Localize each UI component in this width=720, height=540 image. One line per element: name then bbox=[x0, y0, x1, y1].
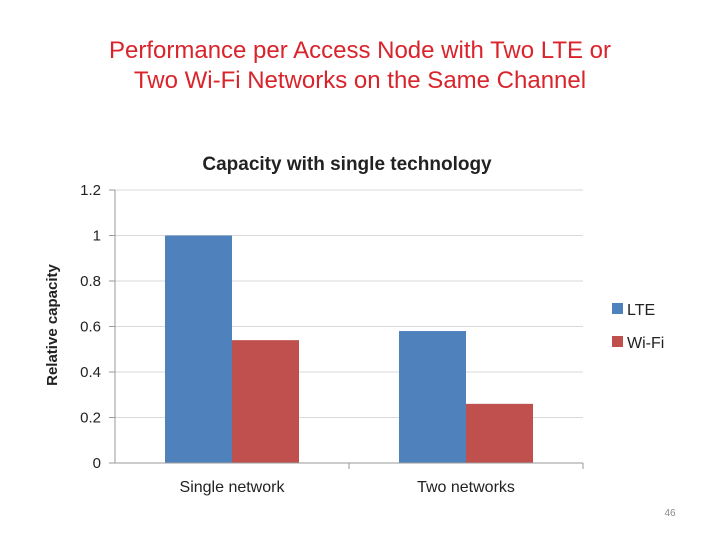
bars bbox=[165, 235, 533, 463]
y-axis-label: Relative capacity bbox=[44, 263, 61, 385]
page-number: 46 bbox=[664, 508, 676, 519]
legend: LTE Wi-Fi bbox=[612, 302, 664, 352]
y-tick-label: 0.2 bbox=[80, 410, 101, 427]
bar-wi-fi-2 bbox=[466, 403, 533, 463]
y-tick-label: 0 bbox=[93, 455, 101, 472]
bar-lte-1 bbox=[165, 235, 232, 463]
bar-lte-2 bbox=[399, 331, 466, 463]
legend-label-wi-fi: Wi-Fi bbox=[627, 335, 664, 352]
y-tick-label: 0.8 bbox=[80, 273, 101, 290]
bar-wi-fi-1 bbox=[232, 340, 299, 463]
legend-swatch-lte bbox=[612, 303, 623, 314]
x-tick-label: Single network bbox=[180, 479, 286, 496]
slide-title-line-2: Two Wi-Fi Networks on the Same Channel bbox=[133, 67, 587, 94]
slide-title-line-1: Performance per Access Node with Two LTE… bbox=[109, 37, 611, 64]
y-tick-label: 0.4 bbox=[80, 364, 101, 381]
x-tick-label: Two networks bbox=[417, 479, 515, 496]
y-tick-label: 1 bbox=[93, 228, 101, 245]
legend-swatch-wi-fi bbox=[612, 336, 623, 347]
y-tick-label: 1.2 bbox=[80, 182, 101, 199]
chart-title: Capacity with single technology bbox=[202, 154, 492, 175]
axes: 0 0.2 0.4 0.6 0.8 1 1.2 Single network Two netwo… bbox=[80, 182, 584, 496]
slide-title: Performance per Access Node with Two LTE… bbox=[0, 36, 720, 96]
legend-label-lte: LTE bbox=[627, 302, 655, 319]
y-tick-label: 0.6 bbox=[80, 319, 101, 336]
